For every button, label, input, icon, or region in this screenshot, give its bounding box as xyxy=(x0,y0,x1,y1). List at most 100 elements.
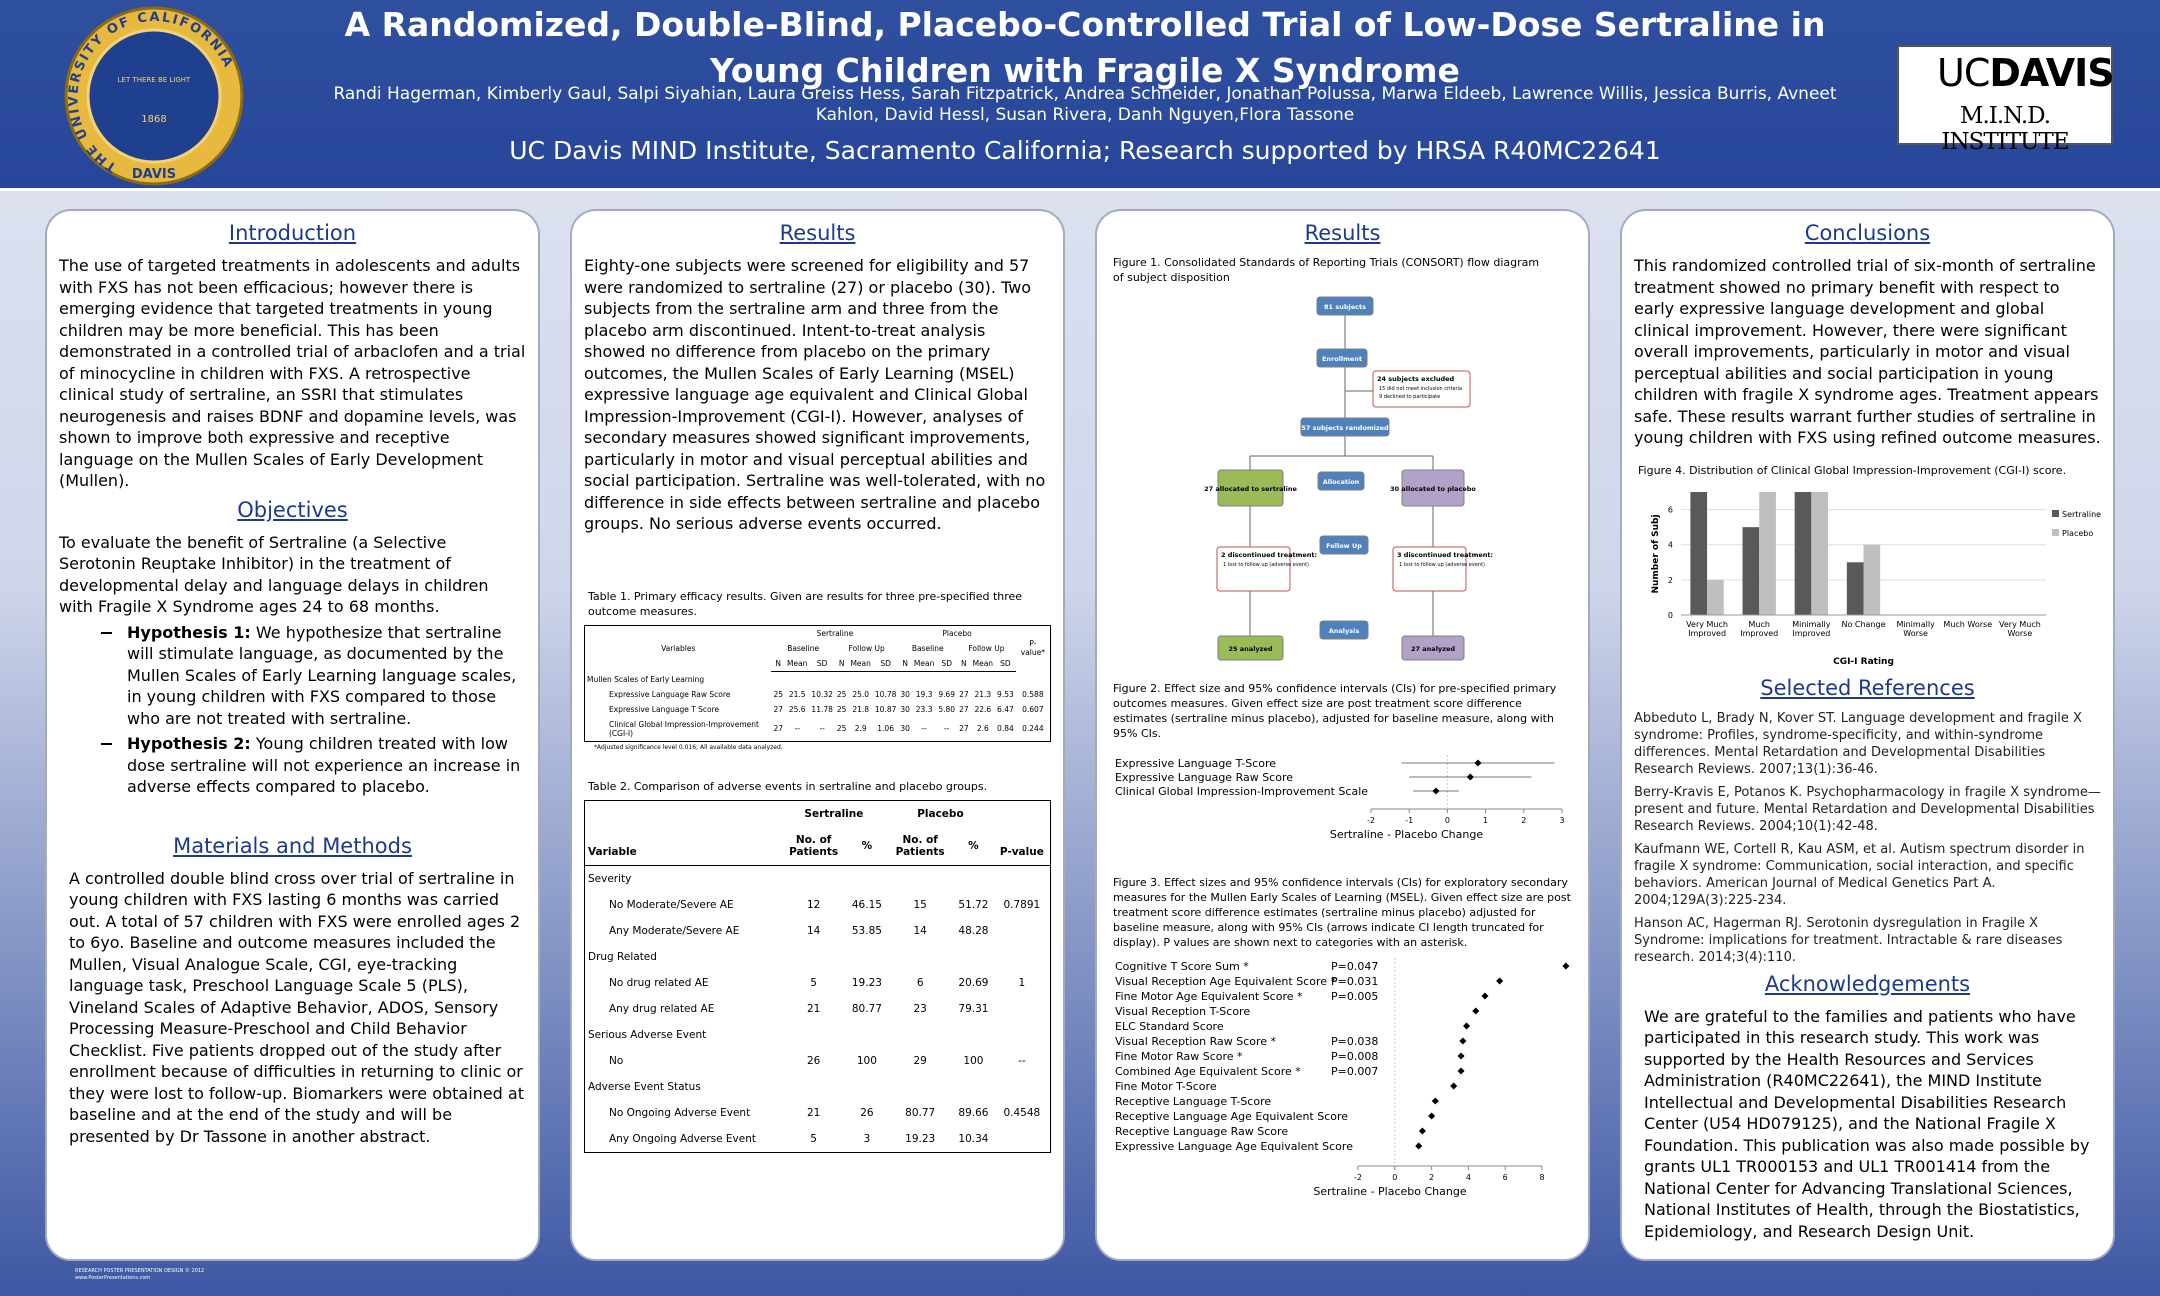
table-cell: 21 xyxy=(806,1002,821,1015)
seal-year: 1868 xyxy=(141,114,166,125)
table-cell: 100 xyxy=(963,1054,984,1067)
table-cell: No Ongoing Adverse Event xyxy=(609,1106,751,1119)
logo-institute: M.I.N.D. INSTITUTE xyxy=(1941,103,2069,155)
table-header: N xyxy=(771,655,785,672)
bar xyxy=(1759,491,1776,615)
estimate xyxy=(1457,1052,1465,1060)
table-header: Variables xyxy=(661,643,696,653)
table-cell xyxy=(994,918,1051,944)
table-cell: 53.85 xyxy=(851,924,882,937)
table-row: Expressive Language T Score 27 25.6 11.78 25… xyxy=(585,702,1051,717)
reference: Kaufmann WE, Cortell R, Kau ASM, et al. … xyxy=(1634,841,2085,908)
flow-box xyxy=(1317,471,1365,491)
table-cell: 25 xyxy=(836,689,847,699)
tick-label: -2 xyxy=(1354,1173,1362,1182)
table-cell: 23.3 xyxy=(915,704,933,714)
table-header-row: Variables Sertraline Placebo P-value* xyxy=(585,625,1051,658)
table-section: Serious Adverse Event xyxy=(588,1028,707,1041)
table-cell: 25 xyxy=(836,704,847,714)
table-cell: 80.77 xyxy=(905,1106,936,1119)
table-header: P-value* xyxy=(1020,639,1045,658)
estimate xyxy=(1481,992,1489,1000)
flow-box xyxy=(1319,620,1369,640)
table-cell: No drug related AE xyxy=(609,976,709,989)
table-header: SD xyxy=(872,655,899,672)
table-header: N xyxy=(898,655,912,672)
panel-conclusions: Conclusions This randomized controlled t… xyxy=(1620,209,2115,1261)
hypothesis: Hypothesis 2: Young children treated wit… xyxy=(101,733,526,798)
p-value: P=0.008 xyxy=(1331,1050,1378,1063)
flow-box xyxy=(1372,370,1471,408)
table-cell: 46.15 xyxy=(851,898,882,911)
estimate xyxy=(1415,1142,1423,1150)
row-label: Combined Age Equivalent Score * xyxy=(1115,1065,1301,1078)
table-cell: 21.3 xyxy=(974,689,992,699)
table-caption: Table 1. Primary efficacy results. Given… xyxy=(588,589,1023,618)
y-tick-label: 6 xyxy=(1668,505,1673,514)
estimate xyxy=(1457,1067,1465,1075)
table-cell: 25.6 xyxy=(788,704,806,714)
logo-uc: UC xyxy=(1937,51,1990,95)
row-label: Cognitive T Score Sum * xyxy=(1115,960,1249,973)
table-header-row: Variable Sertraline Placebo P-value xyxy=(585,800,1051,858)
table-1: Variables Sertraline Placebo P-value* Baseli… xyxy=(584,624,1051,742)
table-cell: Clinical Global Impression-Improvement (… xyxy=(609,719,759,738)
authors: Randi Hagerman, Kimberly Gaul, Salpi Siy… xyxy=(333,84,1837,125)
table-cell: 1.06 xyxy=(877,724,894,733)
panel-results-figures: Results Figure 1. Consolidated Standards… xyxy=(1095,209,1590,1261)
logo-line: UCDAVIS xyxy=(1937,51,2115,95)
table-cell: -- xyxy=(819,724,825,733)
flow-box xyxy=(1216,546,1291,592)
table-header: Follow Up xyxy=(848,643,885,653)
table-cell: -- xyxy=(794,724,800,733)
flow-box xyxy=(1401,469,1465,507)
flow-label: 81 subjects xyxy=(1324,303,1366,311)
bar xyxy=(1690,491,1708,615)
row-label: Receptive Language Raw Score xyxy=(1115,1125,1288,1138)
flow-label: 57 subjects randomized xyxy=(1301,424,1389,432)
p-value: P=0.007 xyxy=(1331,1065,1378,1078)
table-header: Follow Up xyxy=(968,643,1005,653)
table-cell: 22.6 xyxy=(974,704,992,714)
panel-intro: Introduction The use of targeted treatme… xyxy=(45,209,540,1261)
seal-motto: LET THERE BE LIGHT xyxy=(118,76,191,84)
flow-box xyxy=(1392,546,1467,592)
x-axis-label: CGI-I Rating xyxy=(1833,657,1894,667)
heading: Materials and Methods xyxy=(173,833,412,858)
table-section: Severity xyxy=(588,872,632,885)
tick-label: 3 xyxy=(1559,816,1564,825)
table-cell: 21.8 xyxy=(852,704,870,714)
table-row: Mullen Scales of Early Learning xyxy=(585,671,1051,687)
table-cell: Any drug related AE xyxy=(609,1002,715,1015)
table-header: Mean xyxy=(784,655,810,672)
row-label: Clinical Global Impression-Improvement S… xyxy=(1115,785,1368,798)
bar-chart-svg: 0 2 4 6 Number of Subj CGI-I Rating Sertraline… xyxy=(1651,491,2101,667)
table-cell: 0.244 xyxy=(1022,724,1044,733)
flow-detail: 15 did not meet inclusion criteria xyxy=(1379,386,1462,392)
table-cell: 27 xyxy=(959,724,969,733)
table-cell: 0.7891 xyxy=(1003,898,1041,911)
table-cell: 10.78 xyxy=(874,689,897,699)
footer-line: RESEARCH POSTER PRESENTATION DESIGN © 20… xyxy=(75,1268,205,1274)
table-cell: 14 xyxy=(913,924,927,937)
table-cell: 27 xyxy=(959,689,969,699)
table-cell: 30 xyxy=(900,689,910,699)
table-cell: 5 xyxy=(810,1132,817,1145)
table-cell: 0.588 xyxy=(1022,689,1044,699)
table-row: Clinical Global Impression-Improvement (… xyxy=(585,717,1051,742)
y-tick-label: 4 xyxy=(1668,540,1673,549)
reference: Abbeduto L, Brady N, Kover ST. Language … xyxy=(1634,710,2082,777)
tick-label: -1 xyxy=(1405,816,1413,825)
table-header-row: Baseline Follow Up Baseline Follow Up xyxy=(585,641,1051,656)
connector xyxy=(1249,506,1434,636)
bar xyxy=(1811,491,1829,615)
table-cell: -- xyxy=(944,724,950,733)
tick-label: 8 xyxy=(1539,1173,1544,1182)
university-seal: THE UNIVERSITY OF CALIFORNIA DAVIS LET T… xyxy=(64,6,244,186)
y-tick-label: 2 xyxy=(1668,575,1673,584)
table-cell: 6.47 xyxy=(997,704,1014,714)
row-label: Expressive Language Raw Score xyxy=(1115,771,1293,784)
table-cell: 19.3 xyxy=(915,689,933,699)
paragraph: This randomized controlled trial of six-… xyxy=(1634,256,2101,447)
table-header: Mean xyxy=(911,655,937,672)
